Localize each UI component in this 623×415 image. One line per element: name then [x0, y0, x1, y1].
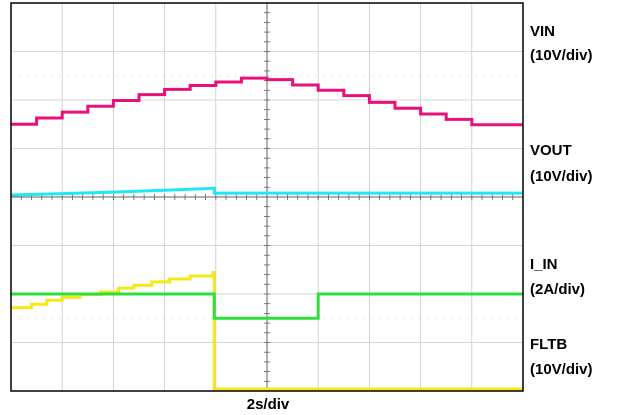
trace-vin [11, 76, 523, 127]
series-scale-i-in: (2A/div) [530, 281, 586, 298]
series-label-vout: VOUT [530, 142, 572, 159]
series-scale-fltb: (10V/div) [530, 361, 593, 378]
series-scale-vout: (10V/div) [530, 168, 593, 185]
series-label-vin: VIN [530, 23, 556, 40]
trace-fltb [11, 292, 523, 320]
series-label-i-in: I_IN [530, 256, 558, 273]
trace-i-in [10, 186, 523, 197]
traces [10, 76, 523, 391]
grid [10, 2, 524, 392]
plot-frame [10, 2, 524, 392]
series-scale-vin: (10V/div) [530, 47, 593, 64]
trace-vout [11, 271, 523, 391]
series-label-fltb: FLTB [530, 336, 568, 353]
x-axis-label: 2s/div [246, 396, 290, 413]
